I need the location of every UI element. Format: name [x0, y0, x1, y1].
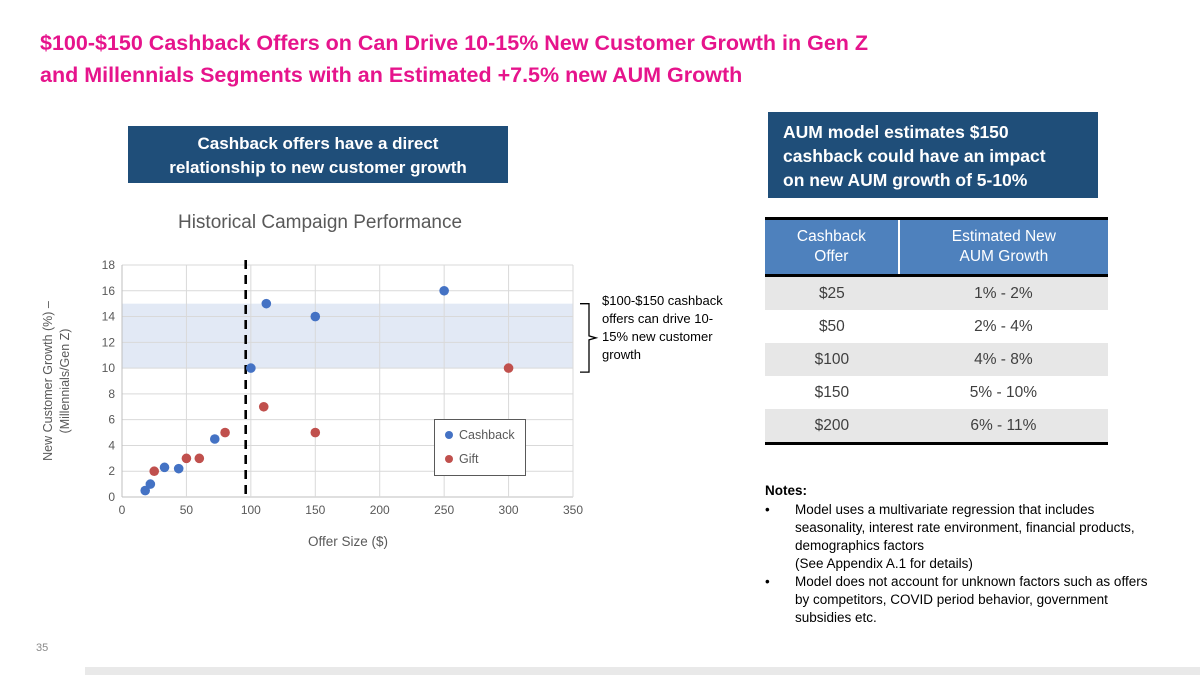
scatter-point	[194, 453, 205, 464]
chart-legend: Cashback Gift	[434, 419, 526, 476]
y-tick-label: 8	[108, 387, 115, 401]
table-row: $100 4% - 8%	[765, 343, 1108, 377]
y-tick-label: 6	[108, 413, 115, 427]
y-tick-label: 18	[102, 258, 116, 272]
slide-title: $100-$150 Cashback Offers on Can Drive 1…	[40, 31, 869, 87]
table-cell: 2% - 4%	[974, 317, 1033, 335]
table-cell: $50	[818, 317, 845, 335]
table-cell: $100	[814, 350, 850, 368]
table-cell: 5% - 10%	[969, 383, 1037, 401]
x-tick-label: 350	[563, 503, 583, 517]
y-tick-label: 10	[102, 361, 116, 375]
scatter-point	[209, 434, 220, 444]
table-cell: 4% - 8%	[974, 350, 1033, 368]
cashback-dot-icon	[445, 431, 453, 439]
chart-annotation: $100-$150 cashback offers can drive 10-1…	[602, 293, 723, 362]
table-cell: $200	[814, 416, 850, 434]
footer-bar	[85, 667, 1200, 675]
table-header-cashback-offer: Cashback Offer	[765, 218, 900, 278]
left-callout-box: Cashback offers have a direct relationsh…	[128, 126, 508, 183]
scatter-point	[159, 462, 170, 473]
scatter-point	[503, 363, 514, 373]
note-bullet: • Model uses a multivariate regression th…	[765, 501, 1157, 573]
legend-label-cashback: Cashback	[459, 428, 515, 442]
bullet-icon: •	[765, 574, 770, 590]
scatter-point	[145, 479, 156, 489]
x-tick-label: 300	[499, 503, 519, 517]
page-number: 35	[36, 642, 49, 654]
x-tick-label: 50	[180, 503, 194, 517]
aum-growth-table: Cashback Offer Estimated New AUM Growth …	[765, 217, 1108, 446]
scatter-point	[258, 401, 269, 412]
y-tick-label: 14	[102, 310, 116, 324]
highlight-band	[122, 303, 573, 369]
table-row: $200 6% - 11%	[765, 409, 1108, 444]
table-cell: $25	[818, 284, 845, 302]
y-tick-label: 4	[108, 438, 115, 452]
x-tick-label: 250	[434, 503, 454, 517]
scatter-point	[173, 463, 184, 474]
note-bullet: • Model does not account for unknown fact…	[765, 573, 1157, 627]
y-tick-label: 0	[108, 490, 115, 504]
annotation-bracket	[580, 303, 599, 373]
legend-item-cashback: Cashback	[445, 428, 525, 442]
gift-dot-icon	[445, 455, 453, 463]
scatter-point	[140, 485, 150, 496]
scatter-point	[310, 427, 321, 438]
table-cell: 1% - 2%	[974, 284, 1033, 302]
table-cell: $150	[814, 383, 850, 401]
note-text: Model does not account for unknown facto…	[795, 574, 1148, 626]
notes-section: Notes: • Model uses a multivariate regres…	[765, 483, 1157, 628]
scatter-chart: 0 50 100 150 200 250 300 350 0 2 4 6 8 10 12 14 16 18	[102, 258, 599, 517]
table-header-aum-growth: Estimated New AUM Growth	[898, 218, 1108, 278]
scatter-point	[246, 363, 256, 373]
y-tick-label: 12	[102, 335, 116, 349]
scatter-point	[439, 285, 449, 296]
table-cell: 6% - 11%	[970, 416, 1037, 434]
table-header-row: Cashback Offer Estimated New AUM Growth	[765, 218, 1108, 278]
scatter-point	[310, 311, 321, 322]
x-tick-label: 0	[119, 503, 126, 517]
scatter-point	[220, 427, 230, 438]
chart-title: Historical Campaign Performance	[177, 212, 463, 233]
x-axis-label: Offer Size ($)	[307, 534, 389, 549]
right-callout-box: AUM model estimates $150 cashback could …	[768, 112, 1098, 198]
x-tick-label: 200	[370, 503, 390, 517]
legend-label-gift: Gift	[459, 452, 479, 466]
y-tick-label: 2	[108, 464, 115, 478]
table-row: $25 1% - 2%	[765, 275, 1108, 311]
y-tick-label: 16	[102, 284, 116, 298]
note-text: Model uses a multivariate regression tha…	[795, 502, 1135, 572]
x-tick-label: 100	[241, 503, 261, 517]
scatter-point	[261, 298, 272, 309]
bullet-icon: •	[765, 502, 770, 517]
notes-title: Notes:	[765, 483, 808, 498]
table-row: $50 2% - 4%	[765, 310, 1108, 343]
scatter-point	[181, 453, 192, 464]
table-row: $150 5% - 10%	[765, 376, 1108, 409]
x-tick-label: 150	[305, 503, 325, 517]
scatter-point	[149, 466, 160, 477]
legend-item-gift: Gift	[445, 452, 525, 466]
